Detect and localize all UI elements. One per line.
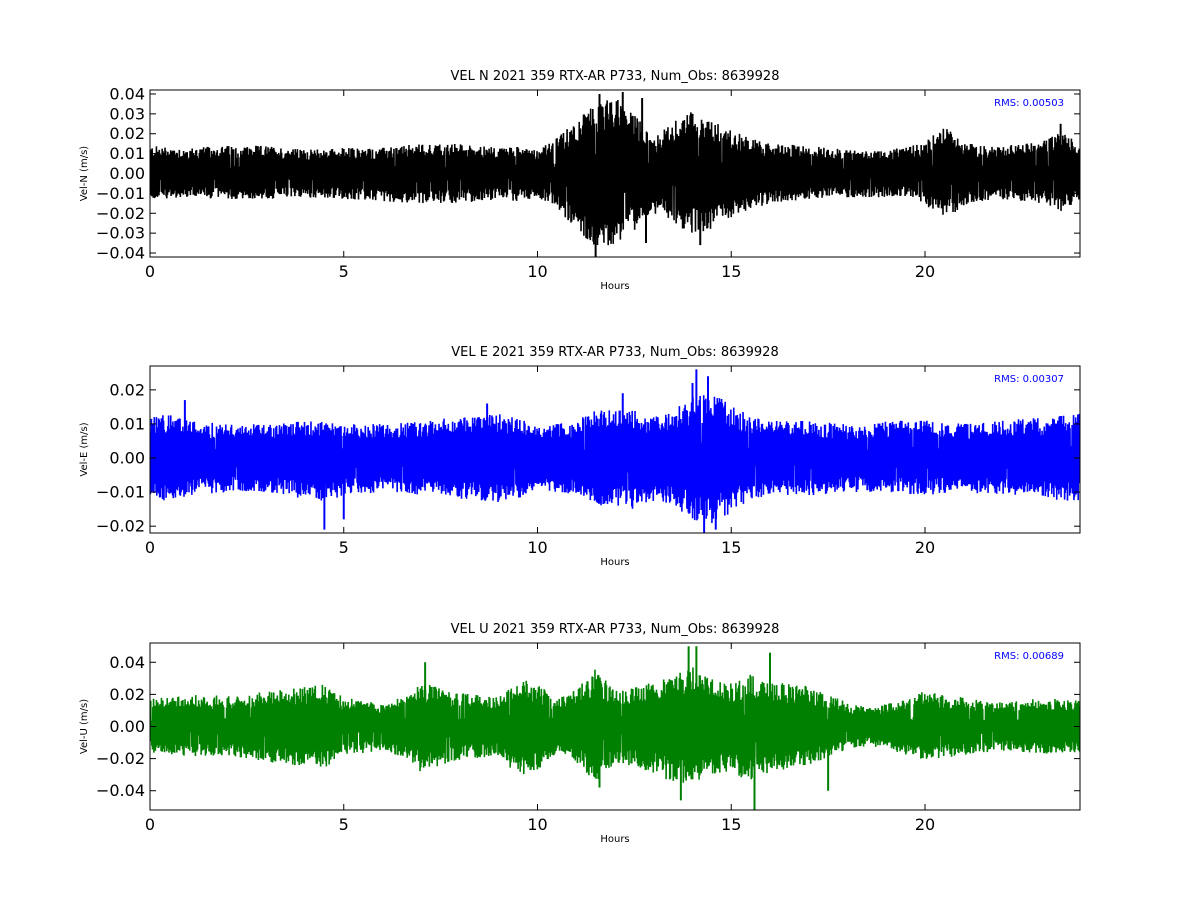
y-tick-label: 0.01 xyxy=(109,144,145,163)
x-tick-label: 15 xyxy=(721,262,741,281)
chart-title: VEL E 2021 359 RTX-AR P733, Num_Obs: 863… xyxy=(451,345,778,360)
y-tick-label: −0.04 xyxy=(96,781,145,800)
rms-annotation: RMS: 0.00307 xyxy=(994,374,1064,385)
x-tick-label: 5 xyxy=(339,538,349,557)
series-trace xyxy=(150,100,1080,246)
x-tick-label: 15 xyxy=(721,538,741,557)
y-tick-label: 0.00 xyxy=(109,717,145,736)
panel-vel-u: VEL U 2021 359 RTX-AR P733, Num_Obs: 863… xyxy=(79,622,1081,845)
x-tick-label: 0 xyxy=(145,538,155,557)
x-tick-label: 10 xyxy=(527,262,547,281)
x-tick-label: 10 xyxy=(527,538,547,557)
y-tick-label: −0.01 xyxy=(96,184,145,203)
x-tick-label: 20 xyxy=(915,262,935,281)
x-tick-label: 15 xyxy=(721,815,741,834)
y-tick-label: 0.00 xyxy=(109,164,145,183)
x-axis-label: Hours xyxy=(600,834,629,845)
x-tick-label: 20 xyxy=(915,815,935,834)
y-tick-label: 0.02 xyxy=(109,685,145,704)
x-tick-label: 0 xyxy=(145,262,155,281)
x-axis-label: Hours xyxy=(600,281,629,292)
y-axis-label: Vel-N (m/s) xyxy=(79,146,90,201)
x-axis-label: Hours xyxy=(600,557,629,568)
panel-vel-n: VEL N 2021 359 RTX-AR P733, Num_Obs: 863… xyxy=(79,69,1081,292)
series-trace xyxy=(150,395,1080,523)
y-tick-label: 0.02 xyxy=(109,380,145,399)
y-axis-label: Vel-E (m/s) xyxy=(79,422,90,476)
y-tick-label: −0.02 xyxy=(96,517,145,536)
chart-title: VEL N 2021 359 RTX-AR P733, Num_Obs: 863… xyxy=(451,69,780,84)
chart-title: VEL U 2021 359 RTX-AR P733, Num_Obs: 863… xyxy=(451,622,780,637)
rms-annotation: RMS: 0.00503 xyxy=(994,98,1064,109)
x-tick-label: 10 xyxy=(527,815,547,834)
y-tick-label: −0.02 xyxy=(96,749,145,768)
x-tick-label: 5 xyxy=(339,815,349,834)
y-tick-label: 0.01 xyxy=(109,414,145,433)
y-tick-label: 0.03 xyxy=(109,104,145,123)
y-tick-label: −0.03 xyxy=(96,224,145,243)
axes-frame xyxy=(149,365,1081,534)
y-axis-label: Vel-U (m/s) xyxy=(79,699,90,754)
y-tick-label: 0.02 xyxy=(109,124,145,143)
panel-vel-e: VEL E 2021 359 RTX-AR P733, Num_Obs: 863… xyxy=(79,345,1081,568)
x-tick-label: 0 xyxy=(145,815,155,834)
y-tick-label: −0.02 xyxy=(96,204,145,223)
y-tick-label: 0.04 xyxy=(109,653,145,672)
y-tick-label: −0.04 xyxy=(96,244,145,263)
x-tick-label: 20 xyxy=(915,538,935,557)
y-tick-label: 0.04 xyxy=(109,84,145,103)
x-tick-label: 5 xyxy=(339,262,349,281)
y-tick-label: 0.00 xyxy=(109,449,145,468)
y-tick-label: −0.01 xyxy=(96,483,145,502)
series-trace xyxy=(150,667,1080,783)
rms-annotation: RMS: 0.00689 xyxy=(994,651,1064,662)
